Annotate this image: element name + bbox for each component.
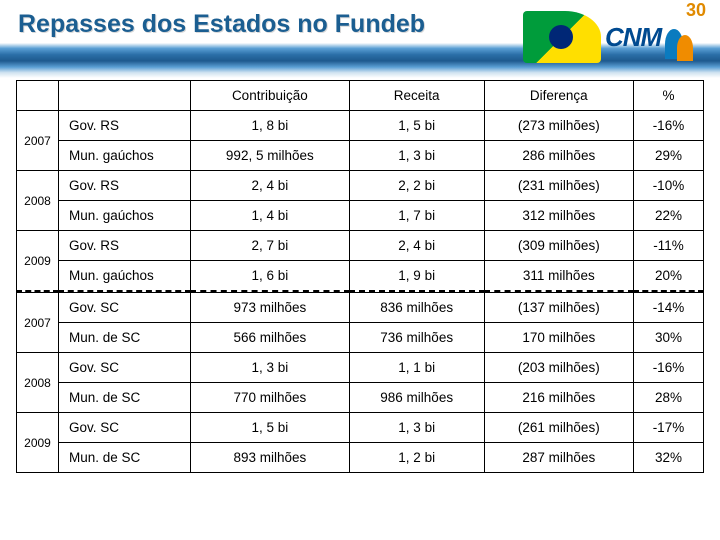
- pct-cell: -16%: [633, 353, 703, 383]
- col-contrib: Contribuição: [191, 81, 350, 111]
- brazil-flag-icon: [523, 11, 601, 63]
- table-row: Mun. de SC566 milhões736 milhões170 milh…: [17, 323, 704, 353]
- pct-cell: -14%: [633, 293, 703, 323]
- contrib-cell: 992, 5 milhões: [191, 141, 350, 171]
- entity-cell: Mun. de SC: [59, 323, 191, 353]
- contrib-cell: 770 milhões: [191, 383, 350, 413]
- page-title: Repasses dos Estados no Fundeb: [18, 10, 425, 39]
- entity-cell: Mun. gaúchos: [59, 201, 191, 231]
- entity-cell: Gov. SC: [59, 353, 191, 383]
- contrib-cell: 893 milhões: [191, 443, 350, 473]
- entity-cell: Gov. SC: [59, 413, 191, 443]
- table-row: Mun. gaúchos1, 6 bi1, 9 bi311 milhões20%: [17, 261, 704, 292]
- dif-cell: 170 milhões: [484, 323, 633, 353]
- col-entity: [59, 81, 191, 111]
- pct-cell: 29%: [633, 141, 703, 171]
- entity-cell: Gov. SC: [59, 293, 191, 323]
- pct-cell: 28%: [633, 383, 703, 413]
- col-pct: %: [633, 81, 703, 111]
- receita-cell: 1, 1 bi: [349, 353, 484, 383]
- col-year: [17, 81, 59, 111]
- pct-cell: 30%: [633, 323, 703, 353]
- contrib-cell: 1, 3 bi: [191, 353, 350, 383]
- pct-cell: 32%: [633, 443, 703, 473]
- receita-cell: 836 milhões: [349, 293, 484, 323]
- table-row: 2008Gov. RS2, 4 bi2, 2 bi(231 milhões)-1…: [17, 171, 704, 201]
- brand-logo: CNM 30: [523, 2, 708, 72]
- col-receita: Receita: [349, 81, 484, 111]
- contrib-cell: 1, 5 bi: [191, 413, 350, 443]
- table-row: Mun. gaúchos992, 5 milhões1, 3 bi286 mil…: [17, 141, 704, 171]
- year-cell: 2009: [17, 413, 59, 473]
- receita-cell: 2, 4 bi: [349, 231, 484, 261]
- receita-cell: 1, 2 bi: [349, 443, 484, 473]
- entity-cell: Mun. gaúchos: [59, 141, 191, 171]
- contrib-cell: 1, 4 bi: [191, 201, 350, 231]
- pct-cell: 20%: [633, 261, 703, 292]
- dif-cell: (231 milhões): [484, 171, 633, 201]
- year-cell: 2008: [17, 171, 59, 231]
- dif-cell: 312 milhões: [484, 201, 633, 231]
- year-cell: 2008: [17, 353, 59, 413]
- table-row: 2007Gov. RS1, 8 bi1, 5 bi(273 milhões)-1…: [17, 111, 704, 141]
- receita-cell: 1, 5 bi: [349, 111, 484, 141]
- pct-cell: -17%: [633, 413, 703, 443]
- receita-cell: 1, 3 bi: [349, 141, 484, 171]
- receita-cell: 736 milhões: [349, 323, 484, 353]
- contrib-cell: 1, 8 bi: [191, 111, 350, 141]
- contrib-cell: 2, 7 bi: [191, 231, 350, 261]
- pct-cell: -10%: [633, 171, 703, 201]
- table-header-row: Contribuição Receita Diferença %: [17, 81, 704, 111]
- table-row: Mun. de SC770 milhões986 milhões216 milh…: [17, 383, 704, 413]
- contrib-cell: 566 milhões: [191, 323, 350, 353]
- pct-cell: 22%: [633, 201, 703, 231]
- header: Repasses dos Estados no Fundeb CNM 30: [0, 0, 720, 78]
- dif-cell: 287 milhões: [484, 443, 633, 473]
- dif-cell: (203 milhões): [484, 353, 633, 383]
- dif-cell: (137 milhões): [484, 293, 633, 323]
- table-row: 2008Gov. SC1, 3 bi1, 1 bi(203 milhões)-1…: [17, 353, 704, 383]
- dif-cell: (309 milhões): [484, 231, 633, 261]
- year-cell: 2007: [17, 111, 59, 171]
- dif-cell: 286 milhões: [484, 141, 633, 171]
- table-row: 2009Gov. RS2, 7 bi2, 4 bi(309 milhões)-1…: [17, 231, 704, 261]
- dif-cell: (273 milhões): [484, 111, 633, 141]
- receita-cell: 986 milhões: [349, 383, 484, 413]
- contrib-cell: 2, 4 bi: [191, 171, 350, 201]
- pct-cell: -11%: [633, 231, 703, 261]
- col-dif: Diferença: [484, 81, 633, 111]
- receita-cell: 1, 3 bi: [349, 413, 484, 443]
- table-row: Mun. gaúchos1, 4 bi1, 7 bi312 milhões22%: [17, 201, 704, 231]
- table-row: 2007Gov. SC973 milhões836 milhões(137 mi…: [17, 293, 704, 323]
- year-cell: 2009: [17, 231, 59, 292]
- entity-cell: Mun. gaúchos: [59, 261, 191, 292]
- brand-text: CNM: [605, 22, 661, 53]
- entity-cell: Mun. de SC: [59, 443, 191, 473]
- table-row: 2009Gov. SC1, 5 bi1, 3 bi(261 milhões)-1…: [17, 413, 704, 443]
- table-body: 2007Gov. RS1, 8 bi1, 5 bi(273 milhões)-1…: [17, 111, 704, 473]
- entity-cell: Gov. RS: [59, 171, 191, 201]
- year-cell: 2007: [17, 293, 59, 353]
- anniversary-badge: 30: [686, 0, 706, 21]
- entity-cell: Mun. de SC: [59, 383, 191, 413]
- contrib-cell: 973 milhões: [191, 293, 350, 323]
- table-container: Contribuição Receita Diferença % 2007Gov…: [0, 78, 720, 473]
- table-row: Mun. de SC893 milhões1, 2 bi287 milhões3…: [17, 443, 704, 473]
- dif-cell: 216 milhões: [484, 383, 633, 413]
- pct-cell: -16%: [633, 111, 703, 141]
- entity-cell: Gov. RS: [59, 111, 191, 141]
- contrib-cell: 1, 6 bi: [191, 261, 350, 292]
- entity-cell: Gov. RS: [59, 231, 191, 261]
- dif-cell: 311 milhões: [484, 261, 633, 292]
- data-table: Contribuição Receita Diferença % 2007Gov…: [16, 80, 704, 473]
- receita-cell: 1, 9 bi: [349, 261, 484, 292]
- receita-cell: 2, 2 bi: [349, 171, 484, 201]
- dif-cell: (261 milhões): [484, 413, 633, 443]
- receita-cell: 1, 7 bi: [349, 201, 484, 231]
